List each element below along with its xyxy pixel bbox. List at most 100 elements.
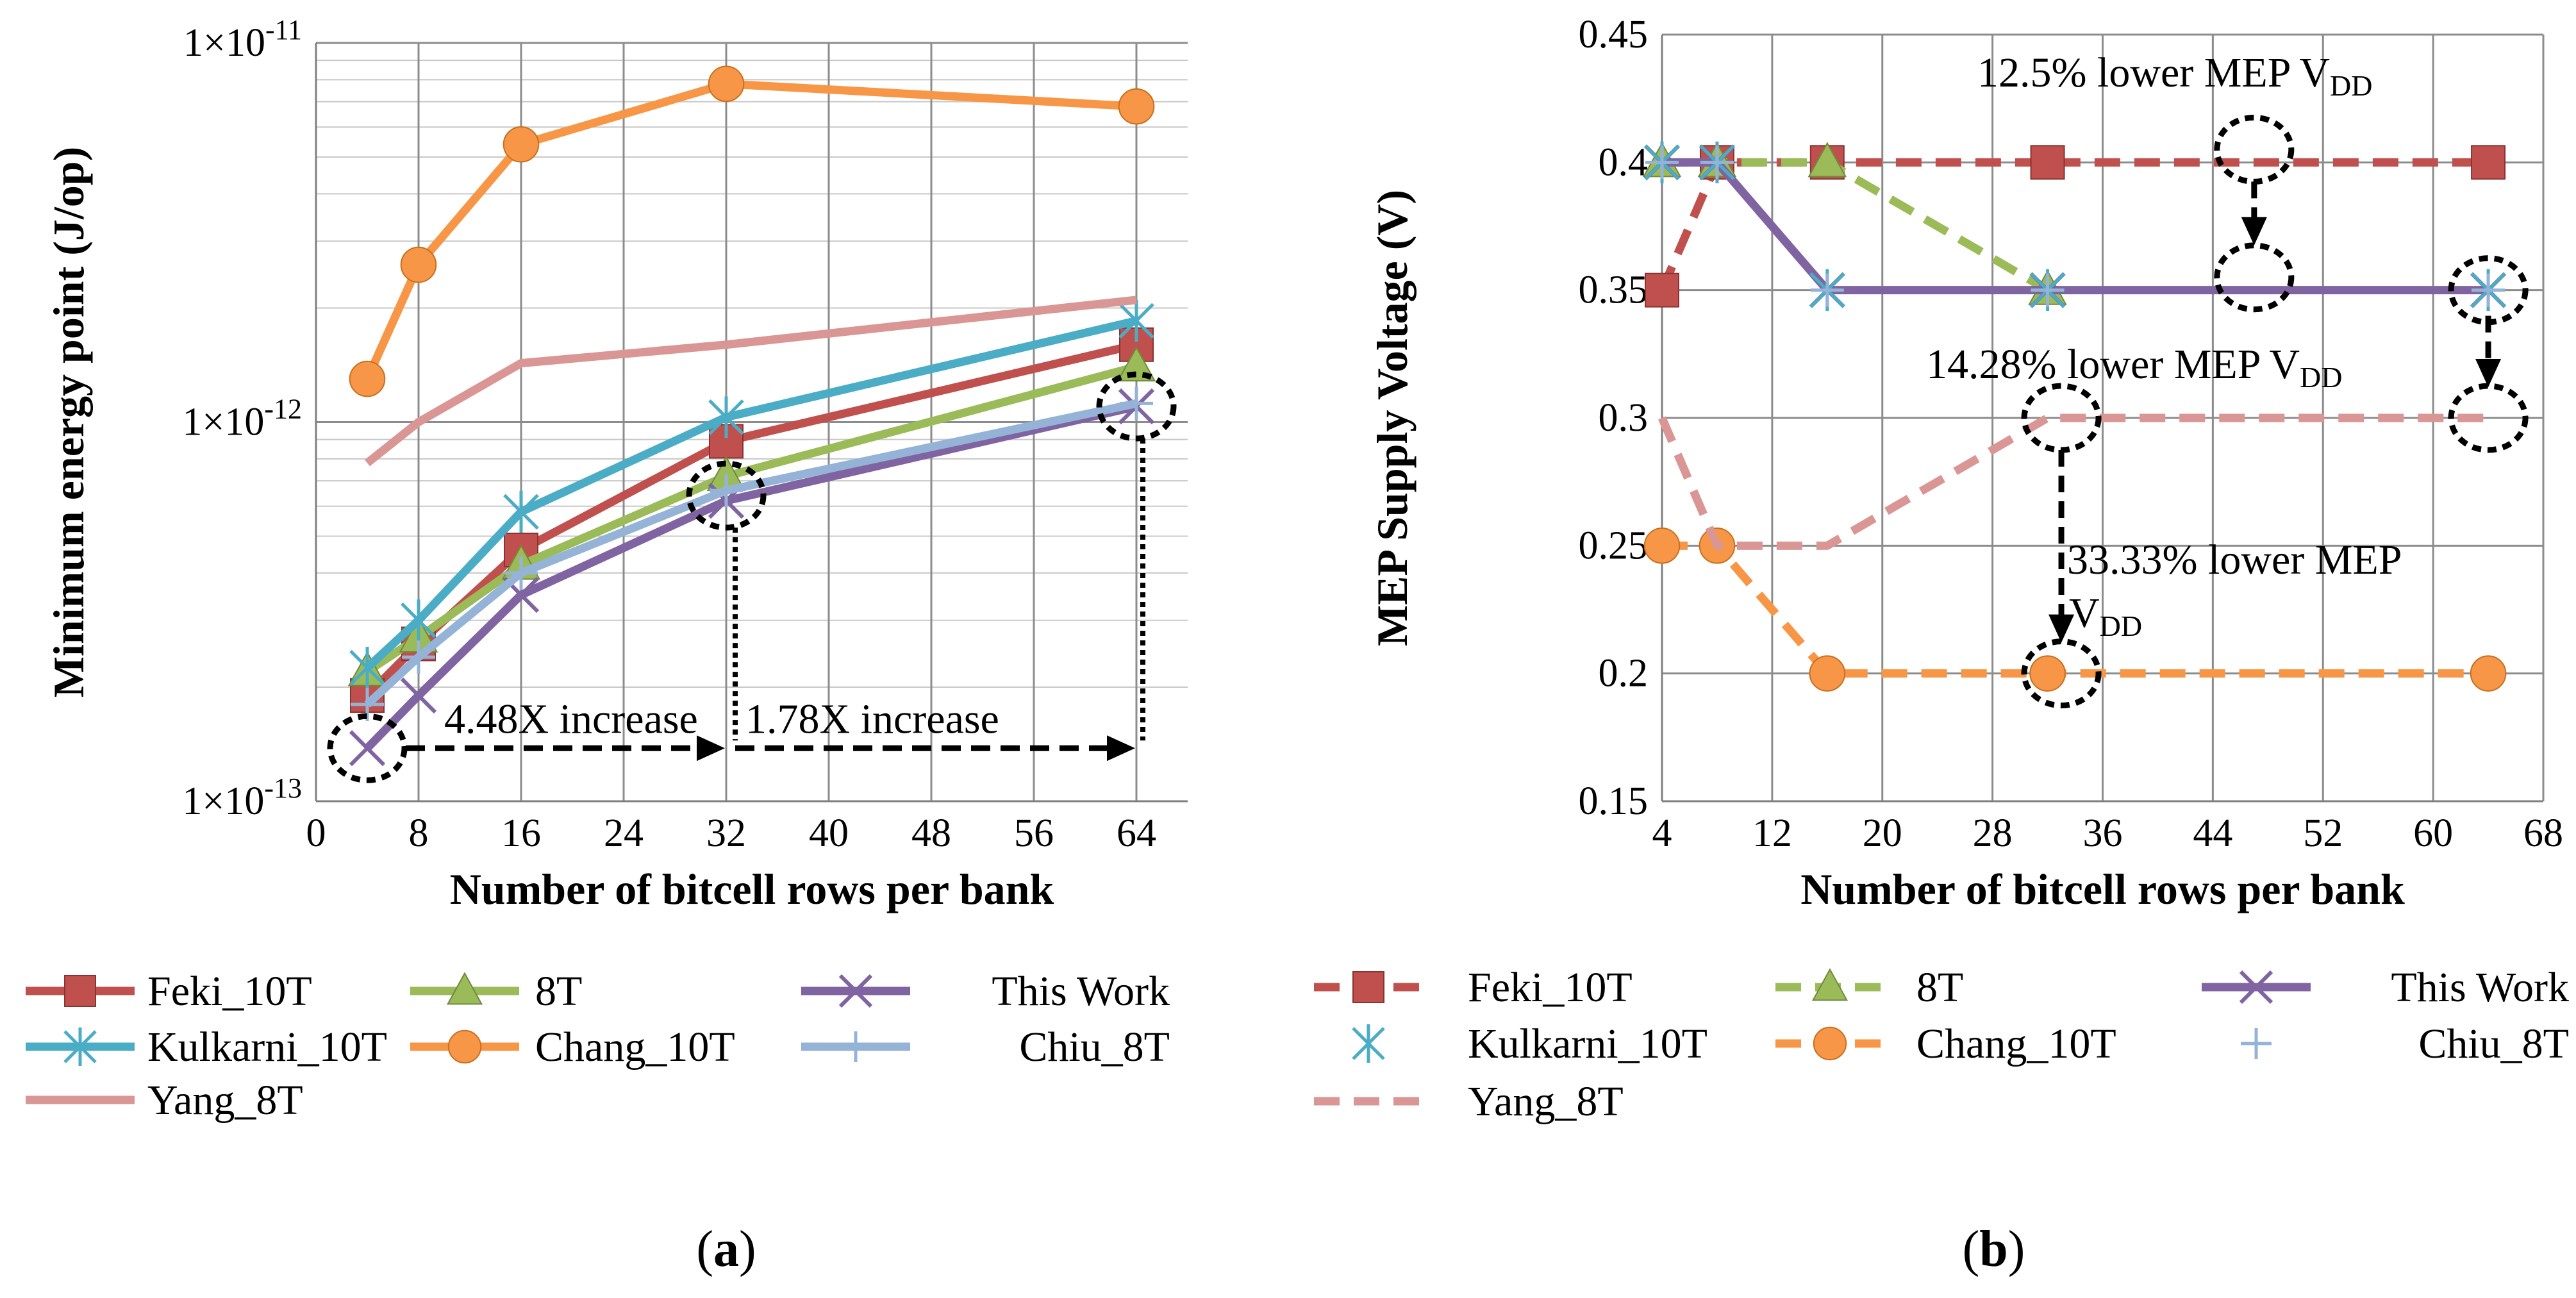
panel-label-letter: a [713, 1221, 739, 1277]
y-tick-label: 0.2 [1599, 652, 1649, 695]
x-tick-label: 12 [1752, 811, 1792, 855]
data-point-chiu-8t [504, 556, 538, 590]
arrow-head [697, 735, 725, 761]
panel-label-close: ) [2008, 1221, 2025, 1277]
legend-item-feki-10t: Feki_10T [1314, 964, 1633, 1011]
x-tick-label: 32 [706, 811, 746, 855]
legend-label: Kulkarni_10T [1468, 1020, 1708, 1067]
x-tick-label: 28 [1973, 811, 2013, 855]
x-tick-label: 48 [911, 811, 951, 855]
legend-label: This Work [992, 968, 1170, 1015]
y-tick-label: 0.35 [1579, 269, 1649, 312]
legend-swatch-marker [63, 1028, 97, 1066]
legend-label: 8T [535, 968, 582, 1015]
legend-item-8t: 8T [410, 968, 582, 1015]
legend-item-8t: 8T [1775, 964, 1963, 1011]
panel-b: 4 12 20 28 36 44 52 60 68 0.15 0.2 0.25 0.3 0.35 0.4 0.… [1314, 13, 2569, 1277]
highlight-circle [686, 460, 767, 531]
legend-item-this-work: This Work [801, 968, 1170, 1015]
data-point-chang-10t [503, 126, 540, 163]
panel-label: (b) [1963, 1221, 2025, 1277]
arrow-head [2475, 359, 2502, 387]
arrow-head [2241, 217, 2267, 245]
x-tick-label: 64 [1117, 811, 1156, 855]
highlight-circle [2214, 242, 2295, 313]
legend-label: Feki_10T [1468, 964, 1633, 1011]
data-point-chang-10t [1118, 88, 1155, 125]
series-chiu-8t [351, 387, 1153, 722]
data-point-chiu-8t [1645, 146, 1679, 179]
y-tick-label: 0.45 [1579, 13, 1649, 56]
y-tick-label: 1×10-13 [182, 772, 302, 823]
data-point-feki-10t [1645, 272, 1679, 308]
legend-item-chang-10t: Chang_10T [1775, 1020, 2116, 1067]
y-tick-label: 0.4 [1599, 140, 1649, 184]
x-tick-label: 8 [409, 811, 429, 855]
legend-label: Chang_10T [535, 1024, 735, 1070]
data-point-chiu-8t [1700, 146, 1734, 179]
data-point-kulkarni-10t [1118, 299, 1154, 342]
data-point-chang-10t [1809, 655, 1846, 692]
x-tick-label: 20 [1863, 811, 1902, 855]
x-tick-label: 60 [2413, 811, 2453, 855]
legend-item-this-work: This Work [2202, 964, 2569, 1011]
y-tick-label: 0.3 [1599, 396, 1649, 440]
legend-item-yang-8t: Yang_8T [26, 1077, 303, 1124]
y-axis-title: Minimum energy point (J/op) [44, 147, 93, 697]
annotation-33-33: 33.33% lower MEP [2067, 537, 2402, 583]
data-point-this-work [400, 677, 437, 714]
annotation-14-28: 14.28% lower MEP VDD [1926, 341, 2342, 394]
arrow-head [1107, 735, 1135, 761]
annotation-group: 12.5% lower MEP VDD 14.28% lower MEP VDD 3… [1926, 49, 2502, 643]
annotation-vdd-subscript: DD [2100, 610, 2142, 642]
panel-label: (a) [696, 1221, 756, 1277]
data-point-feki-10t [2471, 145, 2506, 180]
series-yang-8t [1658, 413, 2489, 550]
legend-item-kulkarni-10t: Kulkarni_10T [1352, 1020, 1708, 1067]
legend-swatch-marker [838, 974, 873, 1008]
series-yang-8t [364, 295, 1137, 467]
y-tick-exponent: -12 [264, 394, 302, 425]
panel-label-open: ( [1963, 1221, 1980, 1277]
annotation-12-5: 12.5% lower MEP VDD [1977, 49, 2372, 102]
series-line-8t [1662, 158, 2050, 294]
x-tick-label: 68 [2523, 811, 2563, 855]
legend-label: Kulkarni_10T [147, 1024, 387, 1070]
series-chang-10t [349, 65, 1155, 397]
data-point-chang-10t [1643, 528, 1681, 564]
legend-item-chang-10t: Chang_10T [410, 1024, 735, 1070]
x-tick-label: 16 [501, 811, 541, 855]
data-point-chang-10t [2029, 655, 2066, 692]
legend-swatch-marker [446, 972, 483, 1005]
x-axis-title: Number of bitcell rows per bank [450, 865, 1054, 913]
legend-label: Yang_8T [147, 1077, 303, 1124]
legend-item-kulkarni-10t: Kulkarni_10T [26, 1024, 387, 1070]
data-point-chiu-8t [2031, 273, 2065, 307]
y-tick-label: 0.25 [1579, 524, 1649, 567]
legend-item-chiu-8t: Chiu_8T [801, 1024, 1170, 1070]
annotation-12-5-subscript: DD [2330, 69, 2372, 102]
data-point-chiu-8t [402, 640, 435, 674]
legend-swatch-marker [2241, 1028, 2272, 1059]
legend-label: Feki_10T [147, 968, 312, 1015]
data-point-chang-10t [349, 360, 386, 397]
series-this-work [349, 388, 1155, 767]
legend-label: Chiu_8T [2418, 1020, 2569, 1067]
legend-swatch-marker [2239, 970, 2273, 1004]
annotation-1-78x: 1.78X increase [745, 695, 999, 742]
data-point-chiu-8t [1810, 273, 1844, 307]
x-tick-label: 24 [604, 811, 644, 855]
highlight-circle [2021, 638, 2102, 709]
data-point-feki-10t [2030, 145, 2065, 180]
data-point-chang-10t [400, 246, 437, 283]
highlight-circle [2448, 383, 2529, 453]
data-point-kulkarni-10t [349, 647, 385, 689]
data-point-chang-10t [708, 65, 745, 103]
panel-label-close: ) [739, 1221, 756, 1277]
data-point-kulkarni-10t [503, 490, 539, 533]
legend: Feki_10T 8T This Work Kulkarni_10T Chang_10T… [1314, 964, 2569, 1125]
data-point-this-work [349, 730, 386, 767]
legend: Feki_10T 8T This Work Kulkarni_10T Chang_10T… [26, 968, 1170, 1124]
x-tick-label: 0 [306, 811, 326, 855]
